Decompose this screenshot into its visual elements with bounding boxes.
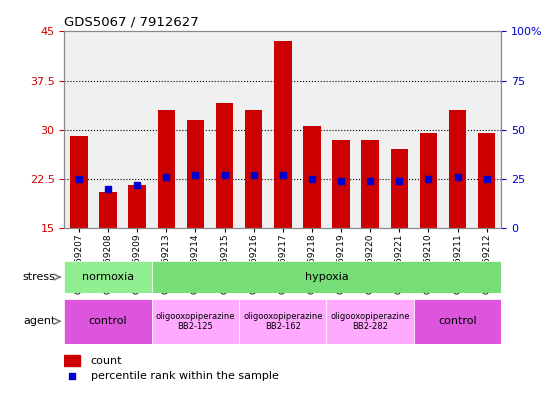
Bar: [152, 299, 239, 344]
Bar: [152, 261, 501, 293]
Text: GDS5067 / 7912627: GDS5067 / 7912627: [64, 16, 199, 29]
Bar: [303, 127, 321, 228]
Bar: [64, 261, 152, 293]
Bar: [239, 299, 326, 344]
Bar: [64, 355, 80, 366]
Text: hypoxia: hypoxia: [305, 272, 348, 282]
Bar: [186, 120, 204, 228]
Text: stress: stress: [23, 272, 55, 282]
Bar: [64, 299, 152, 344]
Text: agent: agent: [24, 316, 55, 326]
Text: control: control: [89, 316, 127, 326]
Bar: [414, 299, 501, 344]
Bar: [70, 136, 88, 228]
Text: normoxia: normoxia: [82, 272, 134, 282]
Bar: [449, 110, 466, 228]
Bar: [326, 299, 414, 344]
Bar: [361, 140, 379, 228]
Text: percentile rank within the sample: percentile rank within the sample: [91, 371, 278, 381]
Bar: [390, 149, 408, 228]
Bar: [332, 140, 350, 228]
Text: count: count: [91, 356, 122, 366]
Bar: [419, 133, 437, 228]
Text: oligooxopiperazine
BB2-125: oligooxopiperazine BB2-125: [156, 312, 235, 331]
Text: control: control: [438, 316, 477, 326]
Bar: [274, 41, 292, 228]
Bar: [245, 110, 263, 228]
Bar: [216, 103, 234, 228]
Text: oligooxopiperazine
BB2-282: oligooxopiperazine BB2-282: [330, 312, 410, 331]
Bar: [478, 133, 496, 228]
Bar: [157, 110, 175, 228]
Text: oligooxopiperazine
BB2-162: oligooxopiperazine BB2-162: [243, 312, 323, 331]
Bar: [128, 185, 146, 228]
Bar: [99, 192, 117, 228]
